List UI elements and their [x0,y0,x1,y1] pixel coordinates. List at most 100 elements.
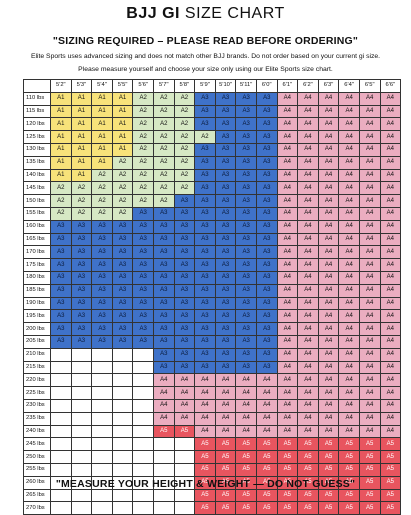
size-cell: A5 [194,437,216,452]
size-cell: A2 [132,181,154,196]
size-cell [91,386,113,400]
size-cell: A3 [235,258,257,272]
size-cell [132,501,154,515]
size-cell [91,398,113,413]
size-cell: A3 [70,283,93,298]
weight-label: 120 lbs [23,117,51,132]
size-cell: A1 [111,104,134,119]
size-cell: A4 [173,373,196,388]
size-cell [132,424,154,439]
height-header-cell: 5'6" [132,79,154,93]
weight-label: 255 lbs [23,462,51,477]
size-cell: A3 [111,309,134,324]
weight-row: 180 lbs A3 A3 A3 A3 A3 A3 A3 A3 A3 A3 A3 A4 A4 A4 A4 A4 A… [23,270,402,285]
size-cell [173,475,196,490]
size-cell: A4 [152,386,175,400]
size-cell: A2 [173,91,196,106]
size-cell: A1 [70,168,93,183]
size-cell: A3 [214,117,237,132]
height-header-cell: 6'1" [276,79,299,93]
size-cell: A4 [276,309,299,324]
size-cell: A4 [276,245,299,260]
size-cell: A4 [276,283,299,298]
size-cell: A2 [132,142,154,157]
size-cell [50,450,72,464]
size-cell [91,424,113,439]
size-cell [91,450,113,464]
size-cell: A3 [50,270,72,285]
height-header-cell: 5'11" [235,79,257,93]
size-cell: A3 [255,258,278,272]
size-cell: A3 [132,206,154,221]
size-cell: A1 [50,142,72,157]
size-cell: A5 [194,475,216,490]
size-cell: A3 [194,142,216,157]
size-cell: A3 [194,360,216,375]
size-cell: A3 [152,296,175,311]
size-cell: A3 [70,322,93,336]
size-cell: A4 [317,245,340,260]
size-cell: A4 [358,411,381,426]
size-cell: A4 [255,373,278,388]
size-cell: A4 [338,360,360,375]
size-cell: A4 [297,194,319,208]
size-cell: A3 [214,194,237,208]
size-cell: A3 [194,194,216,208]
size-cell: A4 [152,411,175,426]
size-cell [50,398,72,413]
size-cell: A5 [317,501,340,515]
size-cell: A3 [132,309,154,324]
size-cell: A4 [297,258,319,272]
size-cell [91,373,113,388]
size-cell: A3 [214,91,237,106]
size-cell [132,386,154,400]
size-cell: A5 [358,437,381,452]
size-cell: A4 [358,386,381,400]
size-cell: A4 [317,373,340,388]
size-cell: A3 [235,104,257,119]
weight-label: 245 lbs [23,437,51,452]
height-header-cell: 6'3" [317,79,340,93]
size-cell: A3 [235,155,257,170]
size-cell: A3 [255,245,278,260]
size-cell: A3 [214,258,237,272]
size-cell: A2 [132,194,154,208]
size-cell: A2 [111,194,134,208]
size-cell: A4 [297,181,319,196]
size-cell: A2 [173,104,196,119]
size-cell: A1 [70,117,93,132]
size-cell [50,411,72,426]
size-cell: A3 [214,245,237,260]
size-cell: A5 [297,437,319,452]
size-cell: A3 [194,168,216,183]
size-cell: A4 [276,322,299,336]
size-cell: A3 [91,334,113,349]
size-cell: A2 [173,130,196,144]
size-cell: A3 [214,296,237,311]
size-cell: A4 [338,142,360,157]
size-cell: A3 [255,232,278,247]
size-cell: A4 [317,104,340,119]
size-cell: A4 [358,142,381,157]
size-cell: A5 [379,437,402,452]
size-cell: A2 [152,104,175,119]
size-cell: A1 [70,104,93,119]
size-cell [70,475,93,490]
weight-row: 150 lbs A2 A2 A2 A2 A2 A2 A3 A3 A3 A3 A3 A4 A4 A4 A4 A4 A… [23,194,402,208]
size-cell: A3 [235,245,257,260]
size-cell: A3 [235,206,257,221]
height-header-cell: 5'9" [194,79,216,93]
size-cell: A4 [379,411,402,426]
size-cell: A4 [338,283,360,298]
size-cell: A3 [50,245,72,260]
size-cell: A2 [152,194,175,208]
size-cell: A3 [235,360,257,375]
size-cell: A3 [255,117,278,132]
size-cell: A3 [173,270,196,285]
size-cell: A4 [194,411,216,426]
weight-label: 145 lbs [23,181,51,196]
weight-row: 155 lbs A2 A2 A2 A2 A3 A3 A3 A3 A3 A3 A3 A4 A4 A4 A4 A4 A… [23,206,402,221]
size-cell: A4 [297,245,319,260]
size-cell: A5 [317,462,340,477]
size-cell: A4 [379,309,402,324]
